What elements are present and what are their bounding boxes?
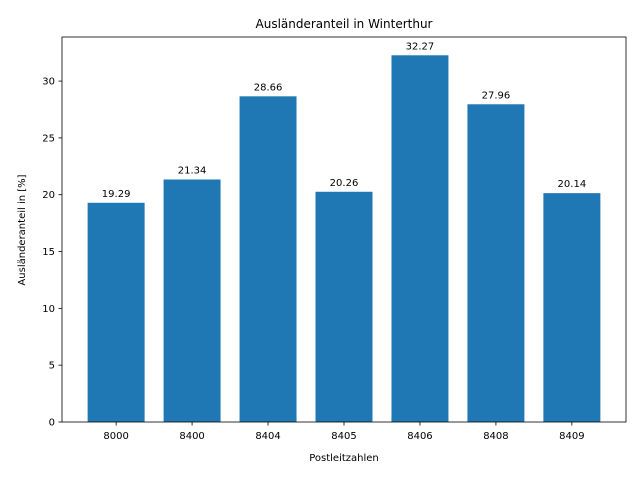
y-tick-label: 0 [49, 418, 55, 429]
y-tick-label: 30 [42, 77, 55, 88]
y-tick-label: 5 [49, 361, 55, 372]
bar-value-label: 20.26 [330, 178, 359, 189]
x-tick-label: 8408 [483, 431, 508, 442]
x-axis-label: Postleitzahlen [309, 453, 379, 464]
y-tick-label: 20 [42, 190, 55, 201]
bar-value-label: 20.14 [558, 179, 587, 190]
plot-area: 19.29 21.34 28.66 20.26 32.27 27.96 20.14 8000 8… [42, 36, 627, 442]
bar-value-label: 32.27 [406, 41, 435, 52]
chart-title: Ausländeranteil in Winterthur [256, 17, 433, 31]
axes-frame [61, 36, 627, 423]
y-tick-label: 15 [42, 247, 55, 258]
bar-8406 [391, 55, 449, 422]
x-tick-label: 8406 [407, 431, 432, 442]
x-tick-label: 8400 [179, 431, 204, 442]
x-tick-label: 8404 [255, 431, 280, 442]
bar-value-label: 27.96 [482, 90, 511, 101]
bar-value-label: 28.66 [254, 82, 283, 93]
bar-8409 [543, 193, 601, 422]
bar-value-label: 21.34 [178, 166, 207, 177]
bar-8404 [239, 96, 297, 423]
x-tick-label: 8000 [103, 431, 128, 442]
bar-8400 [163, 179, 221, 422]
bar-8408 [467, 104, 525, 422]
y-axis-label: Ausländeranteil in [%] [17, 174, 28, 285]
y-tick-label: 10 [42, 304, 55, 315]
bar-value-label: 19.29 [102, 189, 131, 200]
x-tick-label: 8405 [331, 431, 356, 442]
x-tick-label: 8409 [559, 431, 584, 442]
bar-8000 [87, 202, 145, 422]
y-tick-label: 25 [42, 133, 55, 144]
bar-8405 [315, 191, 373, 422]
